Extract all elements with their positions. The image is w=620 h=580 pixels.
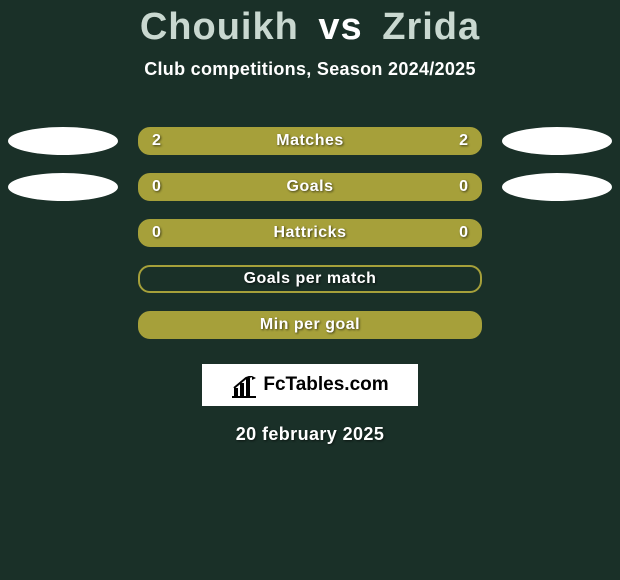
stat-left-value: 0 (152, 224, 161, 242)
stat-right-value: 2 (459, 132, 468, 150)
stat-bar: Goals per match (138, 265, 482, 293)
comparison-infographic: Chouikh vs Zrida Club competitions, Seas… (0, 0, 620, 580)
stat-bar: Min per goal (138, 311, 482, 339)
page-title: Chouikh vs Zrida (0, 0, 620, 49)
stat-right-value: 0 (459, 178, 468, 196)
subtitle: Club competitions, Season 2024/2025 (0, 59, 620, 80)
branding-badge: FcTables.com (202, 364, 418, 406)
left-ellipse (8, 127, 118, 155)
left-ellipse (8, 173, 118, 201)
stat-row: 2 Matches 2 (0, 118, 620, 164)
vs-text: vs (318, 6, 362, 48)
player1-name: Chouikh (140, 6, 299, 48)
branding-text: FcTables.com (263, 374, 388, 396)
stat-left-value: 2 (152, 132, 161, 150)
player2-name: Zrida (382, 6, 480, 48)
bar-chart-icon (231, 372, 257, 398)
stat-row: Goals per match (0, 256, 620, 302)
stat-label: Hattricks (274, 224, 347, 242)
footer-date: 20 february 2025 (0, 424, 620, 445)
right-ellipse (502, 173, 612, 201)
stat-label: Min per goal (260, 316, 360, 334)
right-ellipse (502, 127, 612, 155)
stat-bar: 0 Hattricks 0 (138, 219, 482, 247)
stat-left-value: 0 (152, 178, 161, 196)
stat-label: Goals per match (244, 270, 377, 288)
stat-row: 0 Hattricks 0 (0, 210, 620, 256)
stat-row: 0 Goals 0 (0, 164, 620, 210)
stat-label: Goals (287, 178, 334, 196)
stat-label: Matches (276, 132, 344, 150)
stat-bar: 2 Matches 2 (138, 127, 482, 155)
stats-list: 2 Matches 2 0 Goals 0 0 Hattricks 0 Goals per mat… (0, 118, 620, 348)
stat-row: Min per goal (0, 302, 620, 348)
stat-bar: 0 Goals 0 (138, 173, 482, 201)
stat-right-value: 0 (459, 224, 468, 242)
